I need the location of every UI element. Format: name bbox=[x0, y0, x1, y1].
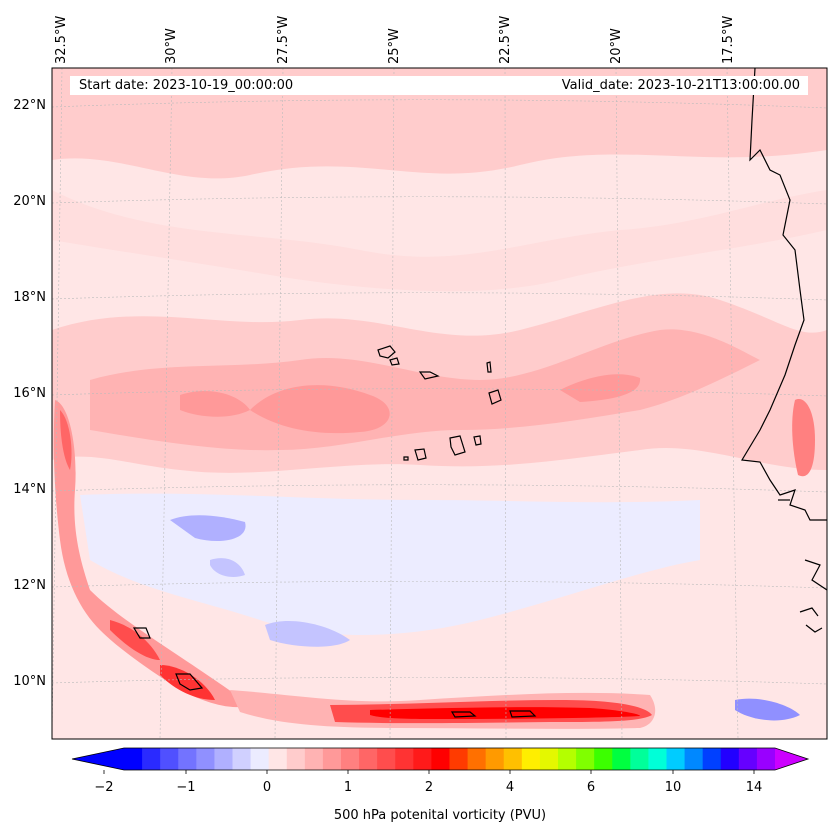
colorbar-outline bbox=[71, 747, 810, 771]
colorbar-swatch bbox=[521, 748, 541, 770]
colorbar-swatch bbox=[341, 748, 360, 770]
colorbar-swatch bbox=[720, 748, 740, 770]
graticule bbox=[52, 68, 827, 739]
colorbar-swatch bbox=[304, 748, 324, 770]
colorbar-tick-label: 2 bbox=[424, 780, 434, 795]
colorbar-swatch bbox=[738, 748, 758, 770]
colorbar-swatch bbox=[756, 748, 776, 770]
colorbar-swatch bbox=[142, 748, 161, 770]
colorbar-swatch bbox=[395, 748, 414, 770]
pv-field bbox=[52, 68, 827, 739]
colorbar-swatch bbox=[178, 748, 197, 770]
colorbar-tick-label: 4 bbox=[505, 780, 515, 795]
colorbar-swatch bbox=[268, 748, 288, 770]
colorbar-swatch bbox=[196, 748, 215, 770]
colorbar-swatch bbox=[413, 748, 432, 770]
colorbar-swatch bbox=[666, 748, 686, 770]
map-frame bbox=[51, 67, 828, 740]
colorbar-swatch bbox=[467, 748, 487, 770]
colorbar-tick-label: 0 bbox=[262, 780, 272, 795]
colorbar-swatch bbox=[485, 748, 505, 770]
colorbar-swatch bbox=[322, 748, 342, 770]
lat-label: 16°N bbox=[13, 386, 46, 401]
colorbar-swatch bbox=[648, 748, 667, 770]
lon-label: 25°W bbox=[387, 28, 402, 64]
colorbar-swatch bbox=[286, 748, 306, 770]
lat-label: 12°N bbox=[13, 578, 46, 593]
colorbar-swatch bbox=[377, 748, 396, 770]
colorbar-over-arrow bbox=[775, 748, 808, 770]
colorbar-swatch bbox=[594, 748, 613, 770]
colorbar-tick-label: 10 bbox=[664, 780, 682, 795]
lon-label: 20°W bbox=[609, 28, 624, 64]
coastline bbox=[132, 68, 827, 718]
colorbar-tick-label: −1 bbox=[176, 780, 196, 795]
colorbar-swatch bbox=[359, 748, 378, 770]
lon-label: 27.5°W bbox=[276, 15, 291, 64]
colorbar-swatch bbox=[214, 748, 233, 770]
colorbar-tick-label: 6 bbox=[586, 780, 596, 795]
colorbar-swatch bbox=[431, 748, 450, 770]
colorbar-swatch bbox=[503, 748, 523, 770]
lat-label: 10°N bbox=[13, 674, 46, 689]
colorbar-under-arrow bbox=[72, 748, 124, 770]
colorbar-swatch bbox=[160, 748, 179, 770]
colorbar-swatch bbox=[702, 748, 722, 770]
colorbar-swatch bbox=[630, 748, 649, 770]
colorbar-tick-label: 14 bbox=[745, 780, 763, 795]
lat-label: 18°N bbox=[13, 290, 46, 305]
lon-label: 30°W bbox=[164, 28, 179, 64]
colorbar-swatch bbox=[449, 748, 469, 770]
colorbar-swatch bbox=[232, 748, 252, 770]
colorbar-swatch bbox=[124, 748, 143, 770]
lon-label: 32.5°W bbox=[54, 15, 69, 64]
lat-label: 22°N bbox=[13, 98, 46, 113]
colorbar-swatch bbox=[612, 748, 631, 770]
colorbar bbox=[71, 747, 810, 774]
valid-date: Valid_date: 2023-10-21T13:00:00.00 bbox=[561, 78, 800, 93]
start-date: Start date: 2023-10-19_00:00:00 bbox=[79, 78, 294, 93]
colorbar-swatch bbox=[539, 748, 559, 770]
lat-label: 14°N bbox=[13, 482, 46, 497]
date-banner bbox=[70, 76, 808, 95]
colorbar-label: 500 hPa potenital vorticity (PVU) bbox=[333, 808, 547, 823]
colorbar-swatch bbox=[558, 748, 577, 770]
lon-label: 17.5°W bbox=[721, 15, 736, 64]
colorbar-tick-label: −2 bbox=[94, 780, 114, 795]
colorbar-tick-label: 1 bbox=[343, 780, 353, 795]
colorbar-swatch bbox=[576, 748, 595, 770]
colorbar-swatch bbox=[684, 748, 704, 770]
lon-label: 22.5°W bbox=[498, 15, 513, 64]
lat-label: 20°N bbox=[13, 194, 46, 209]
colorbar-swatch bbox=[250, 748, 270, 770]
